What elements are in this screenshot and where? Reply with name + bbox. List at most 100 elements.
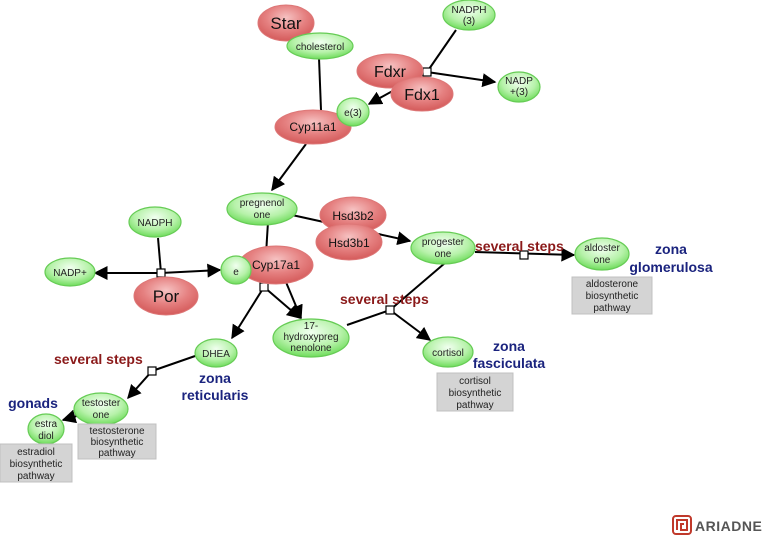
molecule-estradiol[interactable]: estra diol — [27, 413, 65, 445]
protein-fdx1[interactable]: Fdx1 — [390, 76, 454, 112]
pathway-box-aldosterone-line-1: aldosterone — [586, 279, 639, 290]
edge-reaction-cortisol — [389, 309, 432, 341]
molecule-17-hydroxypregnenolone-label-1: 17- — [304, 321, 318, 332]
pathway-box-estradiol-line-1: estradiol — [17, 447, 55, 458]
zone-reticularis-line-1: zona — [199, 370, 231, 386]
edge-hydroxypregnenolone-cortisol-reaction — [346, 309, 391, 326]
molecule-progesterone-label-2: one — [435, 249, 452, 260]
protein-hsd3b2[interactable]: Hsd3b2 — [319, 196, 387, 234]
protein-fdxr-label: Fdxr — [374, 64, 407, 81]
molecule-estradiol-label-1: estra — [35, 419, 58, 430]
zone-reticularis-line-2: reticularis — [182, 387, 249, 403]
molecule-progesterone[interactable]: progester one — [410, 231, 476, 265]
molecule-nadp-3[interactable]: NADP +(3) — [497, 71, 541, 103]
molecule-cholesterol-label: cholesterol — [296, 42, 344, 53]
molecule-17-hydroxypregnenolone-label-2: hydroxypreg — [283, 332, 338, 343]
edge-reaction-nadp3 — [426, 71, 497, 88]
molecule-nadph-3-label-2: (3) — [463, 16, 475, 27]
molecule-pregnenolone-label-1: pregnenol — [240, 198, 284, 209]
pathway-box-cortisol[interactable]: cortisol biosynthetic pathway — [436, 372, 514, 412]
pathway-box-estradiol-line-2: biosynthetic — [10, 459, 63, 470]
protein-star-label: Star — [270, 14, 302, 33]
molecule-nadph-3-label-1: NADPH — [451, 5, 486, 16]
molecule-e-label: e — [233, 267, 239, 278]
zone-fasciculata-line-1: zona — [493, 338, 525, 354]
edge-progesterone-cortisol-reaction — [389, 262, 446, 311]
protein-cyp11a1[interactable]: Cyp11a1 — [274, 109, 352, 145]
pathway-box-aldosterone-line-3: pathway — [593, 303, 630, 314]
pathway-box-testosterone-line-2: biosynthetic — [91, 437, 144, 448]
edge-dhea-testosterone-reaction — [151, 354, 199, 372]
pathway-box-cortisol-line-2: biosynthetic — [449, 388, 502, 399]
pathway-box-estradiol[interactable]: estradiol biosynthetic pathway — [0, 443, 73, 483]
molecule-aldosterone-label-1: aldoster — [584, 243, 620, 254]
pathway-box-aldosterone[interactable]: aldosterone biosynthetic pathway — [571, 276, 653, 315]
ariadne-maze-logo-icon — [672, 515, 692, 535]
molecule-cholesterol[interactable]: cholesterol — [286, 32, 354, 60]
molecule-e[interactable]: e — [220, 255, 252, 285]
molecule-nadph-label: NADPH — [137, 218, 172, 229]
protein-hsd3b1[interactable]: Hsd3b1 — [315, 223, 383, 261]
protein-cyp17a1-label: Cyp17a1 — [252, 258, 300, 272]
reaction-node-aldosterone[interactable] — [519, 250, 529, 260]
reaction-node-fdxr[interactable] — [422, 67, 432, 77]
protein-cyp17a1[interactable]: Cyp17a1 — [238, 245, 314, 285]
molecule-pregnenolone[interactable]: pregnenol one — [226, 192, 298, 226]
ariadne-brand-text: ARIADNE — [695, 518, 762, 534]
molecule-dhea[interactable]: DHEA — [194, 338, 238, 368]
molecule-nadph-3[interactable]: NADPH (3) — [442, 0, 496, 31]
several-steps-testosterone: several steps — [54, 351, 143, 367]
protein-fdx1-label: Fdx1 — [404, 87, 440, 104]
molecule-testosterone[interactable]: testoster one — [73, 392, 129, 426]
molecule-progesterone-label-1: progester — [422, 237, 465, 248]
molecule-testosterone-label-1: testoster — [82, 398, 121, 409]
edge-nadph-por-reaction — [157, 237, 162, 274]
reaction-node-cortisol[interactable] — [385, 305, 395, 315]
molecule-cortisol[interactable]: cortisol — [422, 336, 474, 368]
edge-por-reaction-e — [160, 263, 222, 278]
edge-cholesterol-cyp11a1 — [318, 57, 322, 111]
ariadne-logo: ARIADNE — [672, 515, 762, 535]
pathway-box-testosterone[interactable]: testosterone biosynthetic pathway — [77, 423, 157, 460]
edge-nadph3-reaction — [426, 29, 457, 73]
zone-fasciculata-line-2: fasciculata — [473, 355, 546, 371]
zone-glomerulosa: zona glomerulosa — [629, 241, 712, 275]
pathway-box-aldosterone-line-2: biosynthetic — [586, 291, 639, 302]
pathway-box-cortisol-line-3: pathway — [456, 400, 493, 411]
pathway-box-estradiol-line-3: pathway — [17, 471, 54, 482]
molecule-dhea-label: DHEA — [202, 349, 230, 360]
molecule-e-3[interactable]: e(3) — [336, 97, 370, 127]
molecule-pregnenolone-label-2: one — [254, 210, 271, 221]
protein-por-label: Por — [153, 287, 180, 306]
protein-star[interactable]: Star — [257, 4, 315, 42]
molecule-nadp-label: NADP+ — [53, 268, 87, 279]
protein-por[interactable]: Por — [133, 276, 199, 316]
molecule-estradiol-label-2: diol — [38, 431, 54, 442]
molecule-17-hydroxypregnenolone-label-3: nenolone — [290, 343, 332, 354]
protein-hsd3b2-label: Hsd3b2 — [332, 209, 374, 223]
pathway-box-testosterone-line-1: testosterone — [89, 426, 144, 437]
molecule-17-hydroxypregnenolone[interactable]: 17- hydroxypreg nenolone — [272, 318, 350, 358]
molecule-aldosterone-label-2: one — [594, 255, 611, 266]
molecule-nadp-3-label-1: NADP — [505, 76, 533, 87]
molecule-e-3-label: e(3) — [344, 108, 362, 119]
zone-glomerulosa-line-2: glomerulosa — [629, 259, 712, 275]
zone-fasciculata: zona fasciculata — [473, 338, 546, 371]
reaction-node-testosterone[interactable] — [147, 366, 157, 376]
reaction-node-cyp17a1[interactable] — [259, 282, 269, 292]
molecule-nadp[interactable]: NADP+ — [44, 257, 96, 287]
reaction-node-por[interactable] — [156, 268, 166, 278]
molecule-cortisol-label: cortisol — [432, 348, 464, 359]
molecule-nadph[interactable]: NADPH — [128, 206, 182, 238]
molecule-aldosterone[interactable]: aldoster one — [574, 237, 630, 271]
several-steps-cortisol: several steps — [340, 291, 429, 307]
zone-glomerulosa-line-1: zona — [655, 241, 687, 257]
pathway-box-testosterone-line-3: pathway — [98, 448, 135, 459]
protein-cyp11a1-label: Cyp11a1 — [289, 120, 336, 134]
pathway-box-cortisol-line-1: cortisol — [459, 376, 491, 387]
zone-gonads: gonads — [8, 395, 58, 411]
several-steps-aldosterone: several steps — [475, 238, 564, 254]
edge-reaction-dhea — [231, 286, 265, 340]
molecule-nadp-3-label-2: +(3) — [510, 87, 528, 98]
